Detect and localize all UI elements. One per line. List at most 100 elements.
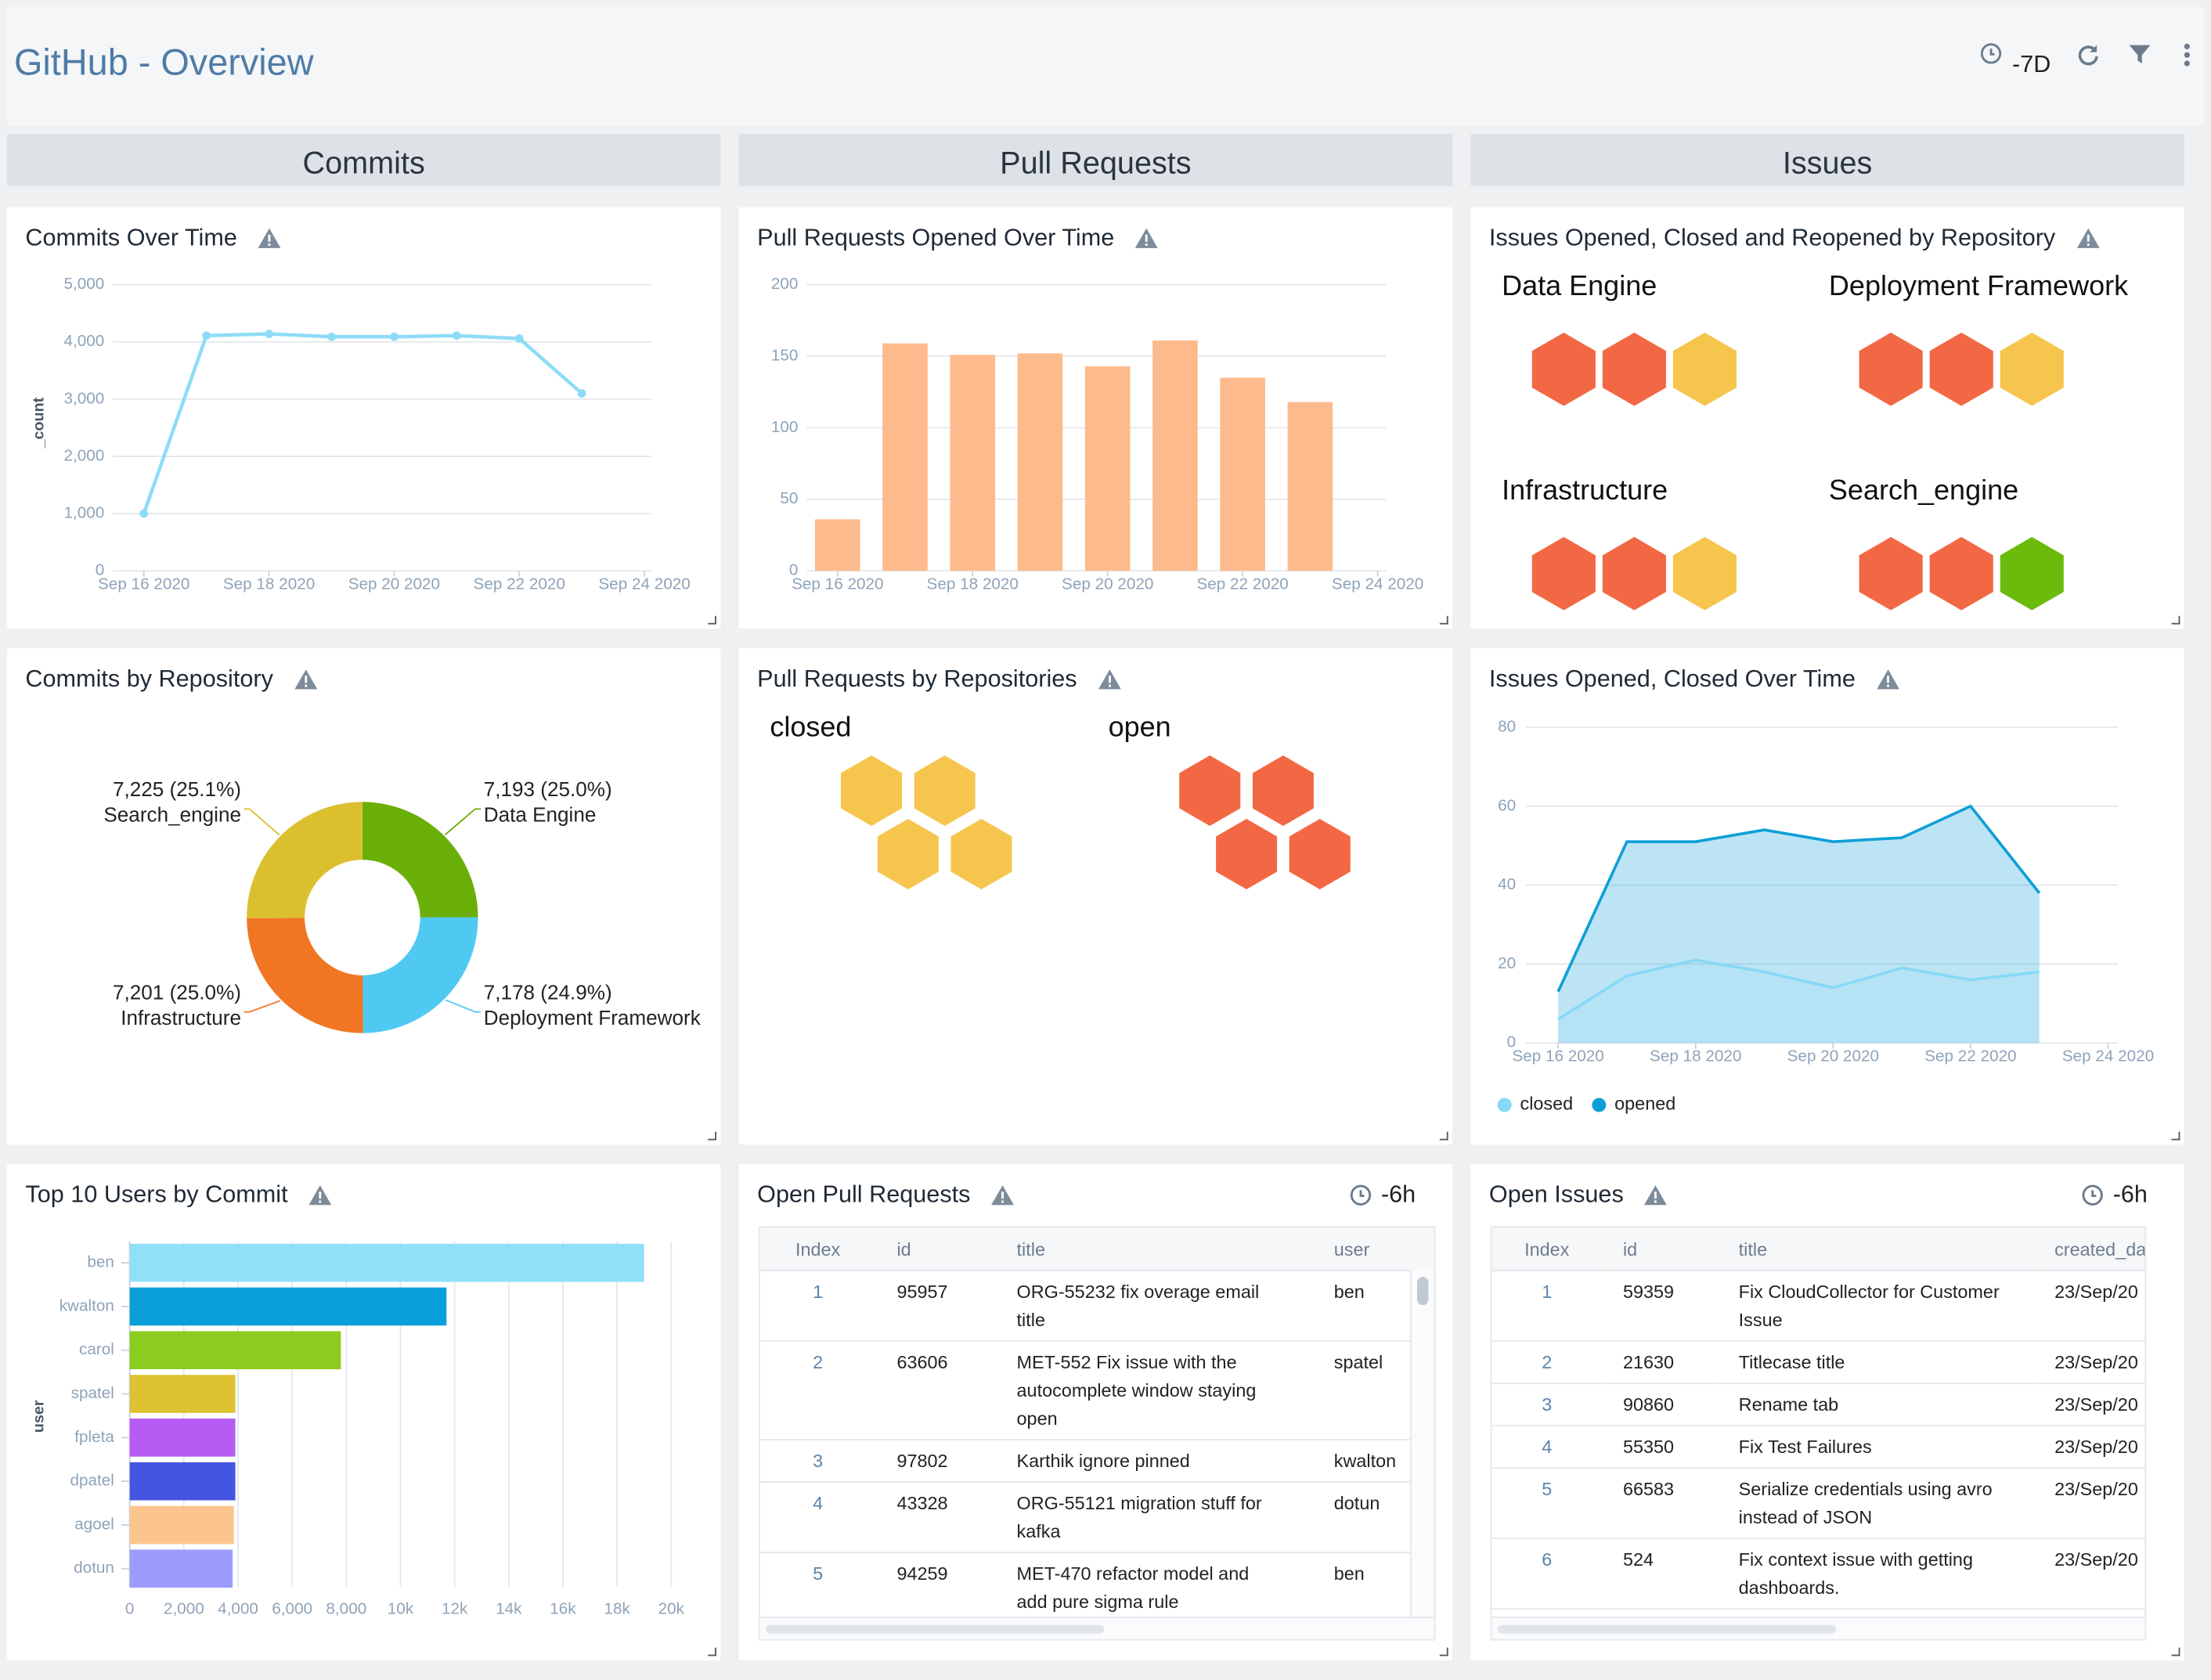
bar bbox=[129, 1375, 236, 1413]
group-label: closed bbox=[770, 710, 851, 742]
x-tick-label: 2,000 bbox=[164, 1599, 204, 1617]
warning-mark bbox=[304, 676, 307, 683]
h-scrollbar-thumb bbox=[765, 1624, 1105, 1634]
table-cell: 3 bbox=[759, 1440, 876, 1483]
hexagon bbox=[1602, 332, 1666, 406]
chart-canvas: 0 1,000 2,000 3,000 4,000 5,000 Sep 16 2020 Sep… bbox=[31, 275, 691, 593]
y-tick-label: 0 bbox=[96, 561, 105, 579]
clock-icon[interactable] bbox=[1980, 42, 2003, 65]
menu-button[interactable] bbox=[2181, 42, 2192, 67]
table-box: Index id title user 1 95957 ORG-55232 fix over… bbox=[758, 1226, 1436, 1641]
hexagon bbox=[2000, 332, 2064, 406]
hexagon bbox=[1531, 536, 1596, 611]
refresh-button[interactable] bbox=[2076, 42, 2101, 67]
warning-icon bbox=[1098, 669, 1121, 690]
hexagon bbox=[841, 755, 903, 826]
chart-canvas: 0 20 40 60 80 Sep 16 2020 Sep 18 2020 Sep 20 20… bbox=[1497, 717, 2154, 1114]
warning-icon bbox=[294, 669, 317, 690]
hexagon bbox=[914, 755, 976, 826]
column-header: id bbox=[1601, 1228, 1718, 1271]
section-header: Commits bbox=[7, 134, 721, 186]
filter-button[interactable] bbox=[2128, 42, 2152, 67]
x-tick-label: Sep 18 2020 bbox=[1650, 1047, 1741, 1065]
header: GitHub - Overview bbox=[7, 7, 2204, 126]
hexagon bbox=[1929, 332, 1993, 406]
panel-time: -6h bbox=[2082, 1181, 2148, 1210]
table-row: 4 55350 Fix Test Failures 23/Sep/20 bbox=[1491, 1426, 2145, 1469]
table-scroll: Index id title user 1 95957 ORG-55232 fix over… bbox=[759, 1228, 1434, 1617]
slice-label: 7,201 (25.0%) Infrastructure bbox=[113, 980, 241, 1029]
y-tick-label: fpleta bbox=[74, 1428, 114, 1446]
panel-title: Issues Opened, Closed and Reopened by Re… bbox=[1489, 224, 2101, 252]
clock-hands bbox=[1360, 1190, 1365, 1198]
clock-face bbox=[1351, 1184, 1372, 1206]
bar bbox=[1152, 340, 1198, 571]
table-cell: 5 bbox=[1491, 1468, 1602, 1539]
group-label: open bbox=[1109, 710, 1171, 742]
slice-value-label: 7,178 (24.9%) bbox=[484, 980, 612, 1004]
table-cell: Serialize credentials using avro instead… bbox=[1717, 1468, 2034, 1539]
table-cell: MET-552 Fix issue with the autocomplete … bbox=[995, 1341, 1313, 1440]
warning-icon bbox=[2076, 228, 2100, 248]
y-axis-label: user bbox=[31, 1400, 48, 1433]
panel: Pull Requests Opened Over Time 0 50 100 150 2… bbox=[738, 207, 1453, 629]
table-cell: Titlecase title bbox=[1717, 1341, 2034, 1384]
line bbox=[1556, 804, 2041, 993]
point bbox=[265, 330, 273, 338]
column-header: created_date bbox=[2033, 1228, 2145, 1271]
panel: Open Pull Requests -6h Index id title user 1 95… bbox=[738, 1164, 1453, 1660]
x-tick-label: Sep 16 2020 bbox=[98, 575, 189, 593]
panel-title: Issues Opened, Closed Over Time bbox=[1489, 665, 1901, 694]
x-tick-label: Sep 22 2020 bbox=[474, 575, 565, 593]
table-cell: 90860 bbox=[1601, 1383, 1718, 1426]
table-cell: MET-470 refactor model and add pure sigm… bbox=[995, 1552, 1313, 1617]
x-tick-label: 18k bbox=[604, 1599, 630, 1617]
x-tick-label: Sep 18 2020 bbox=[223, 575, 315, 593]
hexagon bbox=[1859, 536, 1923, 611]
slice-category: Search_engine bbox=[103, 803, 241, 827]
table-cell: 23/Sep/20 bbox=[2033, 1426, 2145, 1469]
panel: Pull Requests by Repositories closed open bbox=[738, 648, 1453, 1145]
x-tick-label: 0 bbox=[125, 1599, 135, 1617]
x-tick-label: 12k bbox=[442, 1599, 468, 1617]
y-tick-label: 4,000 bbox=[63, 332, 104, 350]
chart-canvas: 7,193 (25.0%) Data Engine 7,178 (24.9%) Dep… bbox=[103, 777, 702, 1033]
panel-title: Pull Requests by Repositories bbox=[757, 665, 1122, 694]
point bbox=[452, 331, 461, 341]
y-axis-label: _count bbox=[31, 397, 48, 449]
column-header: user bbox=[1312, 1228, 1434, 1271]
warning-mark bbox=[1654, 1192, 1657, 1199]
hexagon bbox=[1672, 536, 1737, 611]
slice-label: 7,193 (25.0%) Data Engine bbox=[484, 777, 612, 826]
slice-category: Deployment Framework bbox=[484, 1006, 702, 1029]
x-tick-label: Sep 20 2020 bbox=[348, 575, 440, 593]
hexagon bbox=[2000, 536, 2064, 611]
leader-line bbox=[243, 808, 280, 836]
warning-mark bbox=[1108, 676, 1111, 683]
panel: Issues Opened, Closed Over Time 0 20 40 60 80… bbox=[1470, 648, 2184, 1145]
point bbox=[327, 332, 336, 341]
bar bbox=[1220, 377, 1265, 571]
hexagon bbox=[1602, 536, 1666, 611]
donut-slice bbox=[362, 917, 478, 1033]
table-row: 2 21630 Titlecase title 23/Sep/20 bbox=[1491, 1341, 2145, 1384]
leader-line bbox=[243, 1000, 281, 1013]
hexagon bbox=[950, 818, 1012, 890]
x-tick-label: 8,000 bbox=[326, 1599, 366, 1617]
bar bbox=[129, 1331, 341, 1370]
slice-category: Data Engine bbox=[484, 803, 597, 827]
point bbox=[514, 333, 524, 343]
legend-swatch bbox=[1592, 1098, 1607, 1112]
table-cell: 23/Sep/20 bbox=[2033, 1271, 2145, 1342]
hexagon bbox=[1859, 332, 1923, 406]
table-cell: 3 bbox=[1491, 1383, 1602, 1426]
time-range[interactable]: -7D bbox=[2012, 50, 2051, 78]
legend-label: opened bbox=[1614, 1094, 1675, 1114]
table-cell: Karthik ignore pinned bbox=[995, 1440, 1313, 1483]
warning-mark bbox=[1145, 234, 1149, 242]
x-tick-label: Sep 24 2020 bbox=[1332, 575, 1423, 593]
legend-swatch bbox=[1497, 1098, 1512, 1112]
